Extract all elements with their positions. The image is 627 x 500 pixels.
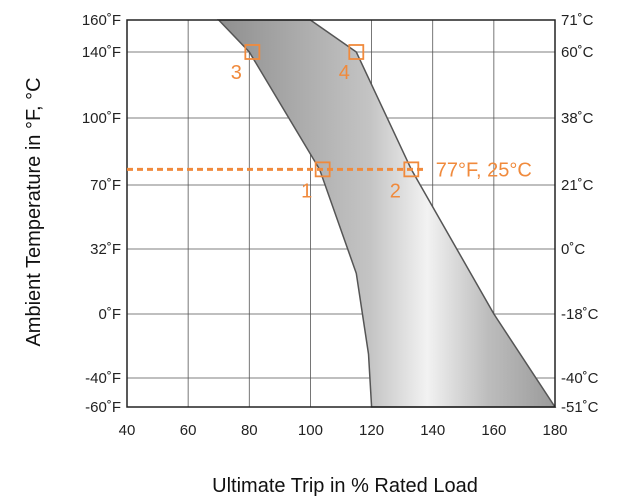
y-tick-label-left: 160˚F xyxy=(82,12,121,29)
x-axis-title: Ultimate Trip in % Rated Load xyxy=(212,475,478,497)
y-tick-label-left: -60˚F xyxy=(85,399,121,416)
marker-label-4: 4 xyxy=(339,62,350,84)
x-tick-label: 40 xyxy=(119,422,136,439)
x-tick-label: 120 xyxy=(359,422,384,439)
x-axis-ticks: 40 60 80 100 120 140 160 180 xyxy=(119,422,568,439)
y-axis-ticks-celsius: 71˚C 60˚C 38˚C 21˚C 0˚C -18˚C -40˚C -51˚C xyxy=(561,12,599,416)
x-tick-label: 80 xyxy=(241,422,258,439)
y-tick-label-left: 0˚F xyxy=(99,306,122,323)
x-tick-label: 180 xyxy=(542,422,567,439)
y-tick-label-right: 21˚C xyxy=(561,177,594,194)
y-tick-label-right: 0˚C xyxy=(561,241,585,258)
y-tick-label-left: -40˚F xyxy=(85,370,121,387)
plot-border xyxy=(126,19,556,408)
marker-label-2: 2 xyxy=(390,180,401,202)
marker-2 xyxy=(403,161,420,178)
y-axis-ticks-fahrenheit: 160˚F 140˚F 100˚F 70˚F 32˚F 0˚F -40˚F -60˚F xyxy=(82,12,121,416)
x-tick-label: 60 xyxy=(180,422,197,439)
y-tick-label-left: 100˚F xyxy=(82,110,121,127)
trip-band xyxy=(216,19,557,408)
y-tick-label-right: 38˚C xyxy=(561,110,594,127)
y-tick-label-left: 32˚F xyxy=(90,241,121,258)
y-tick-label-right: 71˚C xyxy=(561,12,594,29)
plot-frame xyxy=(126,19,556,408)
y-axis-title: Ambient Temperature in °F, °C xyxy=(23,77,45,346)
x-tick-label: 160 xyxy=(481,422,506,439)
y-tick-label-right: -40˚C xyxy=(561,370,599,387)
x-tick-label: 100 xyxy=(298,422,323,439)
marker-label-3: 3 xyxy=(231,62,242,84)
y-tick-label-right: 60˚C xyxy=(561,44,594,61)
reference-line-label: 77°F, 25°C xyxy=(436,159,532,181)
y-tick-label-right: -51˚C xyxy=(561,399,599,416)
marker-1 xyxy=(314,161,331,178)
y-tick-label-left: 70˚F xyxy=(90,177,121,194)
marker-3 xyxy=(244,44,261,60)
markers: 1 2 3 4 xyxy=(231,44,420,202)
y-tick-label-right: -18˚C xyxy=(561,306,599,323)
y-tick-label-left: 140˚F xyxy=(82,44,121,61)
marker-label-1: 1 xyxy=(301,180,312,202)
x-tick-label: 140 xyxy=(420,422,445,439)
marker-4 xyxy=(348,44,365,60)
